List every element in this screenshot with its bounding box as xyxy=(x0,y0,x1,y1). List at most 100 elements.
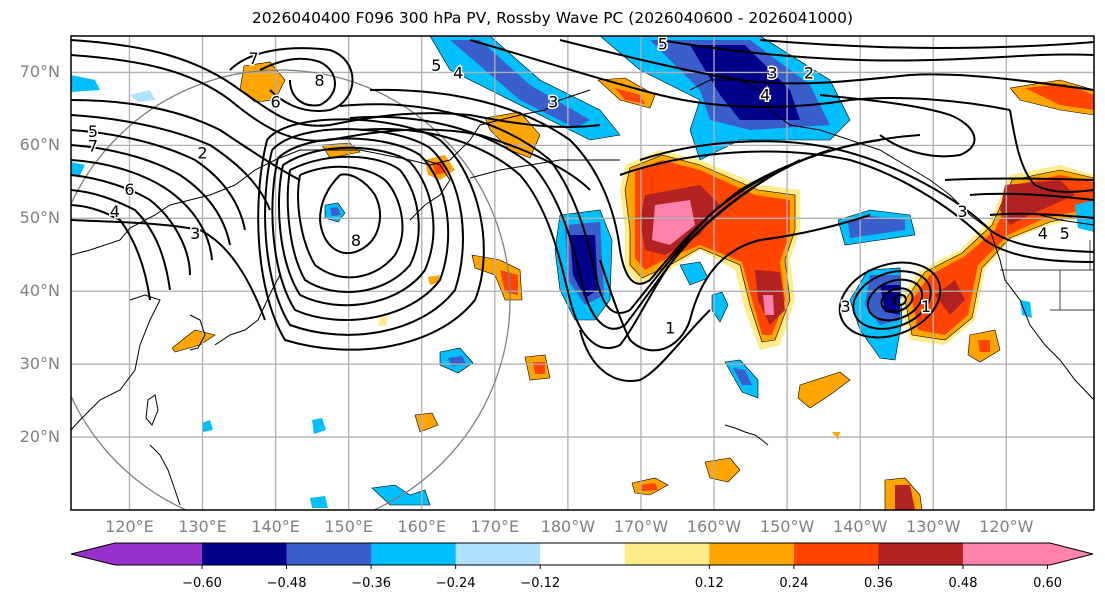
coastline-alaska xyxy=(689,79,991,231)
coastline-philippines xyxy=(149,444,181,506)
x-tick-label: 130°E xyxy=(178,517,227,536)
contour-label: 7 xyxy=(88,136,98,155)
y-tick-label: 30°N xyxy=(19,354,60,374)
colorbar-tick-label: 0.12 xyxy=(694,576,724,591)
colorbar-tick-label: −0.12 xyxy=(520,576,561,591)
positive-anomaly-westcoast-dark2 xyxy=(935,280,965,315)
negative-anomaly-small-6 xyxy=(312,418,326,434)
colorbar-extend-min xyxy=(71,543,202,565)
contour-label: 4 xyxy=(760,85,770,104)
colorbar-bin xyxy=(202,543,288,565)
graticule xyxy=(71,36,1094,510)
colorbar-tick-label: −0.36 xyxy=(351,576,392,591)
positive-anomaly-small-9 xyxy=(378,316,388,326)
contour-label: 2 xyxy=(804,63,814,82)
contour-label: 1 xyxy=(921,297,931,316)
coastline-china xyxy=(71,294,161,431)
contour-label: 5 xyxy=(658,34,668,53)
negative-anomaly-dateline-core xyxy=(570,235,598,298)
colorbar-bin xyxy=(624,543,710,565)
coastline-westcoast xyxy=(989,229,1094,401)
contour-label: 3 xyxy=(548,93,558,112)
negative-anomaly-small-4-core xyxy=(733,368,752,385)
colorbar-tick-label: 0.60 xyxy=(1033,576,1063,591)
colorbar-tick-label: 0.48 xyxy=(948,576,978,591)
coastline-japan xyxy=(214,274,281,346)
contour-label: 8 xyxy=(314,71,324,90)
x-tick-label: 180°W xyxy=(540,517,596,536)
x-tick-label: 170°E xyxy=(470,517,520,536)
contour-label: 3 xyxy=(840,297,850,316)
coastline-hawaii xyxy=(724,424,769,446)
y-tick-label: 70°N xyxy=(19,62,60,82)
contour-label: 4 xyxy=(453,63,463,82)
colorbar-tick-label: 0.24 xyxy=(779,576,809,591)
contour-label: 1 xyxy=(665,319,675,338)
positive-anomaly-small-2 xyxy=(414,412,439,433)
colorbar-outline xyxy=(70,542,1094,566)
colorbar-extend-max xyxy=(963,543,1093,565)
colorbar-tick-label: −0.48 xyxy=(266,576,307,591)
negative-anomaly-small-3 xyxy=(711,291,729,323)
negative-anomaly-small-10 xyxy=(1020,300,1032,318)
y-tick-label: 40°N xyxy=(19,281,60,301)
colorbar-bin xyxy=(793,543,879,565)
x-tick-label: 120°W xyxy=(979,517,1034,536)
contour-label: 7 xyxy=(249,49,259,68)
positive-anomaly-small-10 xyxy=(832,432,840,440)
colorbar-bin xyxy=(286,543,372,565)
contour-label: 3 xyxy=(957,202,967,221)
map-frame xyxy=(70,35,1095,511)
coastline-korea xyxy=(189,314,206,351)
state-borders xyxy=(1000,240,1094,311)
positive-anomaly-small-1-core xyxy=(533,362,545,374)
coastline-bc xyxy=(1039,214,1094,226)
negative-anomaly-cutoff-core xyxy=(880,285,900,315)
positive-anomaly-kamchatka-core xyxy=(432,162,446,175)
x-tick-label: 130°W xyxy=(906,517,961,536)
positive-anomaly-small-7-core xyxy=(978,340,990,352)
x-tick-label: 120°E xyxy=(105,517,154,536)
coastline-kamchatka xyxy=(409,159,451,221)
colorbar-bin xyxy=(878,543,964,565)
contour-label: 2 xyxy=(197,144,207,163)
x-tick-label: 140°W xyxy=(832,517,888,536)
contour-label: 6 xyxy=(124,180,134,199)
contour-label: 5 xyxy=(88,122,98,141)
coastline-aleutians xyxy=(469,159,620,179)
colorbar-bin xyxy=(709,543,795,565)
positive-anomaly-canada-core xyxy=(1025,84,1094,110)
contour-label: 3 xyxy=(190,224,200,243)
colorbar-bin xyxy=(371,543,457,565)
contour-label: 4 xyxy=(110,202,120,221)
positive-anomaly-central-pink xyxy=(652,200,695,245)
negative-anomaly-hokkaido-core xyxy=(330,207,341,216)
x-tick-label: 160°W xyxy=(686,517,742,536)
colorbar xyxy=(70,542,1094,569)
positive-anomaly-small-5-core xyxy=(640,483,658,491)
positive-anomaly-bering-core xyxy=(615,88,645,104)
negative-anomaly-small-7 xyxy=(202,420,213,432)
contour-label: 4 xyxy=(1038,224,1048,243)
y-tick-label: 50°N xyxy=(19,208,60,228)
negative-anomaly-alaska-inner xyxy=(450,40,590,128)
negative-anomaly-small-13 xyxy=(71,75,100,92)
colorbar-bin xyxy=(540,543,626,565)
contour-label: 5 xyxy=(1060,224,1070,243)
x-tick-label: 150°W xyxy=(759,517,815,536)
x-tick-label: 160°E xyxy=(397,517,447,536)
x-tick-label: 140°E xyxy=(251,517,300,536)
contour-label: 5 xyxy=(431,56,441,75)
chart-title: 2026040400 F096 300 hPa PV, Rossby Wave … xyxy=(251,9,854,27)
x-tick-label: 150°E xyxy=(324,517,373,536)
negative-anomaly-small-12 xyxy=(130,90,155,102)
pv-contours xyxy=(71,39,1094,382)
contour-label: 6 xyxy=(271,93,281,112)
negative-anomaly-small-5-core xyxy=(448,356,466,366)
contour-label: 8 xyxy=(351,231,361,250)
x-tick-label: 170°W xyxy=(613,517,669,536)
positive-anomaly-small-6-core xyxy=(895,485,915,510)
colorbar-tick-label: −0.24 xyxy=(435,576,476,591)
